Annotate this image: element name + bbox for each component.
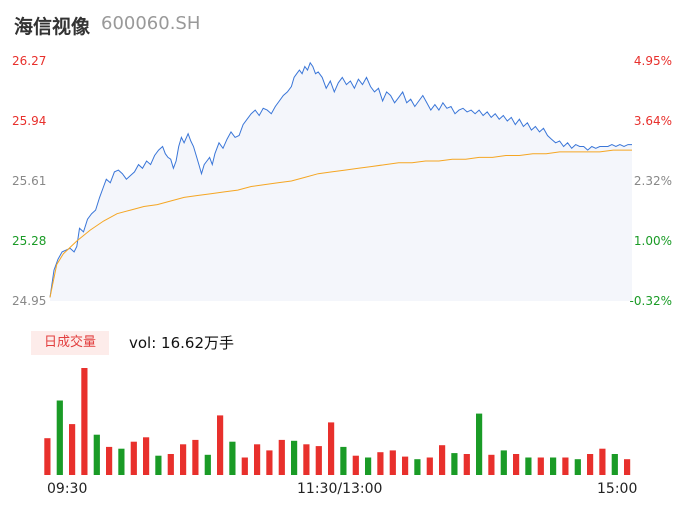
volume-bar — [537, 457, 544, 475]
volume-bar — [439, 445, 446, 475]
volume-bar — [500, 450, 507, 475]
volume-bar — [291, 440, 298, 475]
volume-bar — [574, 459, 581, 475]
volume-bar — [106, 446, 113, 475]
volume-bar — [155, 455, 162, 475]
volume-label: vol: 16.62万手 — [129, 334, 234, 352]
volume-bar — [414, 459, 421, 475]
volume-bar — [402, 456, 409, 475]
volume-bar — [340, 446, 347, 475]
volume-bar — [118, 448, 125, 475]
y-tick-price: 26.27 — [12, 54, 47, 68]
stock-code: 600060.SH — [101, 13, 201, 34]
y-tick-percent: 2.32% — [633, 174, 672, 188]
volume-bar — [266, 450, 273, 475]
volume-bar — [192, 439, 199, 475]
y-tick-percent: -0.32% — [629, 294, 672, 308]
y-tick-percent: 4.95% — [633, 54, 672, 68]
volume-bar — [550, 457, 557, 475]
volume-bar — [624, 459, 631, 475]
price-area — [50, 62, 632, 301]
x-tick-label: 11:30/13:00 — [297, 481, 383, 497]
volume-bar — [389, 450, 396, 475]
volume-bar — [241, 457, 248, 475]
volume-bar — [217, 415, 224, 475]
volume-bar — [611, 454, 618, 475]
volume-bar — [278, 439, 285, 475]
volume-bar — [599, 448, 606, 475]
volume-bar — [451, 453, 458, 475]
volume-bar — [377, 452, 384, 475]
volume-bar — [69, 424, 76, 475]
volume-bar — [180, 444, 187, 475]
volume-bar — [254, 444, 261, 475]
volume-bar — [328, 422, 335, 475]
volume-bar — [352, 455, 359, 475]
volume-bar — [81, 368, 88, 475]
y-tick-price: 25.61 — [12, 174, 47, 188]
volume-bar — [426, 457, 433, 475]
volume-bar — [143, 437, 150, 475]
y-tick-percent: 1.00% — [633, 234, 672, 248]
y-tick-percent: 3.64% — [633, 114, 672, 128]
volume-bar — [93, 434, 100, 475]
volume-bar — [513, 454, 520, 475]
stock-name: 海信视像 — [14, 16, 91, 38]
y-tick-price: 25.28 — [12, 234, 47, 248]
volume-bar — [204, 454, 211, 475]
x-tick-label: 09:30 — [47, 481, 88, 497]
volume-badge: 日成交量 — [31, 331, 109, 355]
volume-bar — [44, 438, 51, 475]
price-line — [49, 61, 632, 298]
volume-bar — [167, 454, 174, 475]
average-line — [49, 149, 632, 298]
y-tick-price: 24.95 — [12, 294, 47, 308]
volume-bar — [315, 446, 322, 475]
volume-bar — [562, 457, 569, 475]
x-tick-label: 15:00 — [597, 481, 638, 497]
volume-bar — [365, 457, 372, 475]
volume-bar — [229, 441, 236, 475]
volume-bar — [476, 413, 483, 475]
y-tick-price: 25.94 — [12, 114, 47, 128]
volume-bar — [488, 454, 495, 475]
volume-bar — [56, 400, 63, 475]
volume-bar — [587, 454, 594, 475]
volume-bar — [303, 444, 310, 475]
volume-bar — [525, 457, 532, 475]
volume-bar — [463, 454, 470, 475]
volume-bar — [130, 441, 137, 475]
